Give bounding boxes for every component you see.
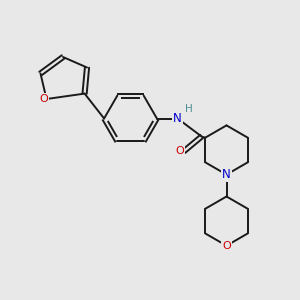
Text: N: N <box>222 168 231 181</box>
Text: N: N <box>173 112 182 125</box>
Text: O: O <box>40 94 49 104</box>
Text: O: O <box>176 146 184 157</box>
Text: O: O <box>222 241 231 251</box>
Text: H: H <box>185 104 193 115</box>
